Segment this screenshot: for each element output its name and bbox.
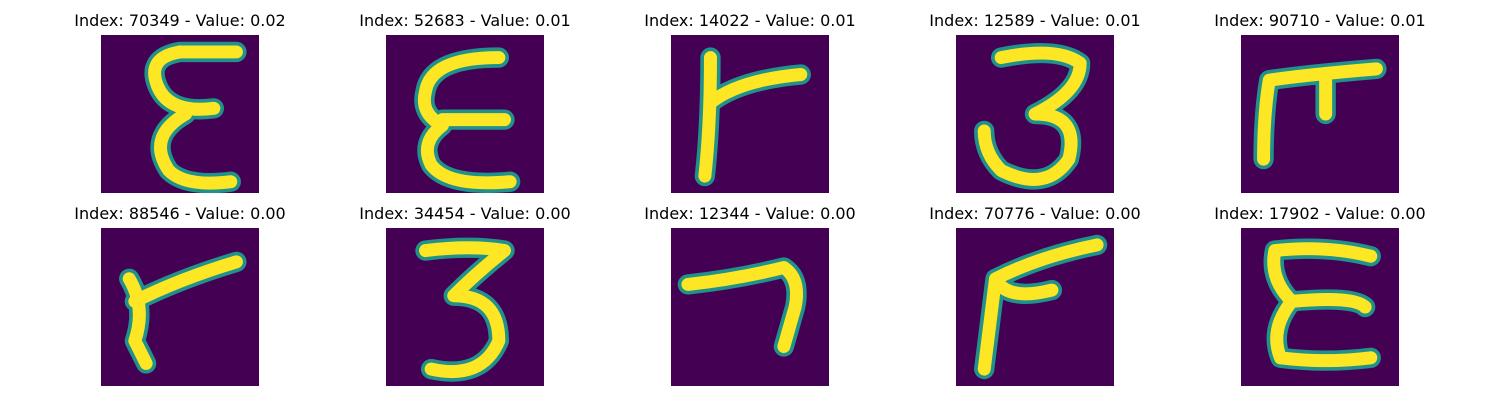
stroke-core bbox=[148, 45, 243, 190]
digit-image bbox=[386, 228, 544, 386]
panel-title: Index: 52683 - Value: 0.01 bbox=[359, 11, 571, 30]
panel-8: Index: 12344 - Value: 0.00 bbox=[640, 205, 860, 390]
digit-image bbox=[956, 35, 1114, 193]
stroke-core bbox=[1267, 242, 1378, 368]
stroke-core bbox=[417, 51, 517, 190]
panel-5: Index: 90710 - Value: 0.01 bbox=[1210, 12, 1430, 197]
panel-7: Index: 34454 - Value: 0.00 bbox=[355, 205, 575, 390]
panel-title: Index: 70349 - Value: 0.02 bbox=[74, 11, 286, 30]
stroke-core bbox=[977, 46, 1087, 186]
stroke-core bbox=[698, 51, 808, 183]
panel-6: Index: 88546 - Value: 0.00 bbox=[70, 205, 290, 390]
panel-title: Index: 88546 - Value: 0.00 bbox=[74, 204, 286, 223]
digit-image bbox=[671, 35, 829, 193]
panel-title: Index: 34454 - Value: 0.00 bbox=[359, 204, 571, 223]
panel-4: Index: 12589 - Value: 0.01 bbox=[925, 12, 1145, 197]
digit-image bbox=[386, 35, 544, 193]
panel-2: Index: 52683 - Value: 0.01 bbox=[355, 12, 575, 197]
digit-image bbox=[101, 228, 259, 386]
panel-title: Index: 12344 - Value: 0.00 bbox=[644, 204, 856, 223]
panel-title: Index: 17902 - Value: 0.00 bbox=[1214, 204, 1426, 223]
digit-image bbox=[101, 35, 259, 193]
stroke-core bbox=[681, 261, 804, 353]
panel-9: Index: 70776 - Value: 0.00 bbox=[925, 205, 1145, 390]
panel-3: Index: 14022 - Value: 0.01 bbox=[640, 12, 860, 197]
digit-image bbox=[956, 228, 1114, 386]
panel-title: Index: 70776 - Value: 0.00 bbox=[929, 204, 1141, 223]
stroke-core bbox=[977, 238, 1104, 376]
stroke-core bbox=[1257, 62, 1383, 166]
panel-title: Index: 12589 - Value: 0.01 bbox=[929, 11, 1141, 30]
stroke-core bbox=[419, 241, 511, 379]
image-background bbox=[101, 228, 259, 386]
panel-title: Index: 90710 - Value: 0.01 bbox=[1214, 11, 1426, 30]
panel-1: Index: 70349 - Value: 0.02 bbox=[70, 12, 290, 197]
stroke-core bbox=[122, 255, 243, 370]
digit-image bbox=[671, 228, 829, 386]
digit-image bbox=[1241, 228, 1399, 386]
image-background bbox=[671, 35, 829, 193]
panel-10: Index: 17902 - Value: 0.00 bbox=[1210, 205, 1430, 390]
panel-title: Index: 14022 - Value: 0.01 bbox=[644, 11, 856, 30]
digit-image bbox=[1241, 35, 1399, 193]
